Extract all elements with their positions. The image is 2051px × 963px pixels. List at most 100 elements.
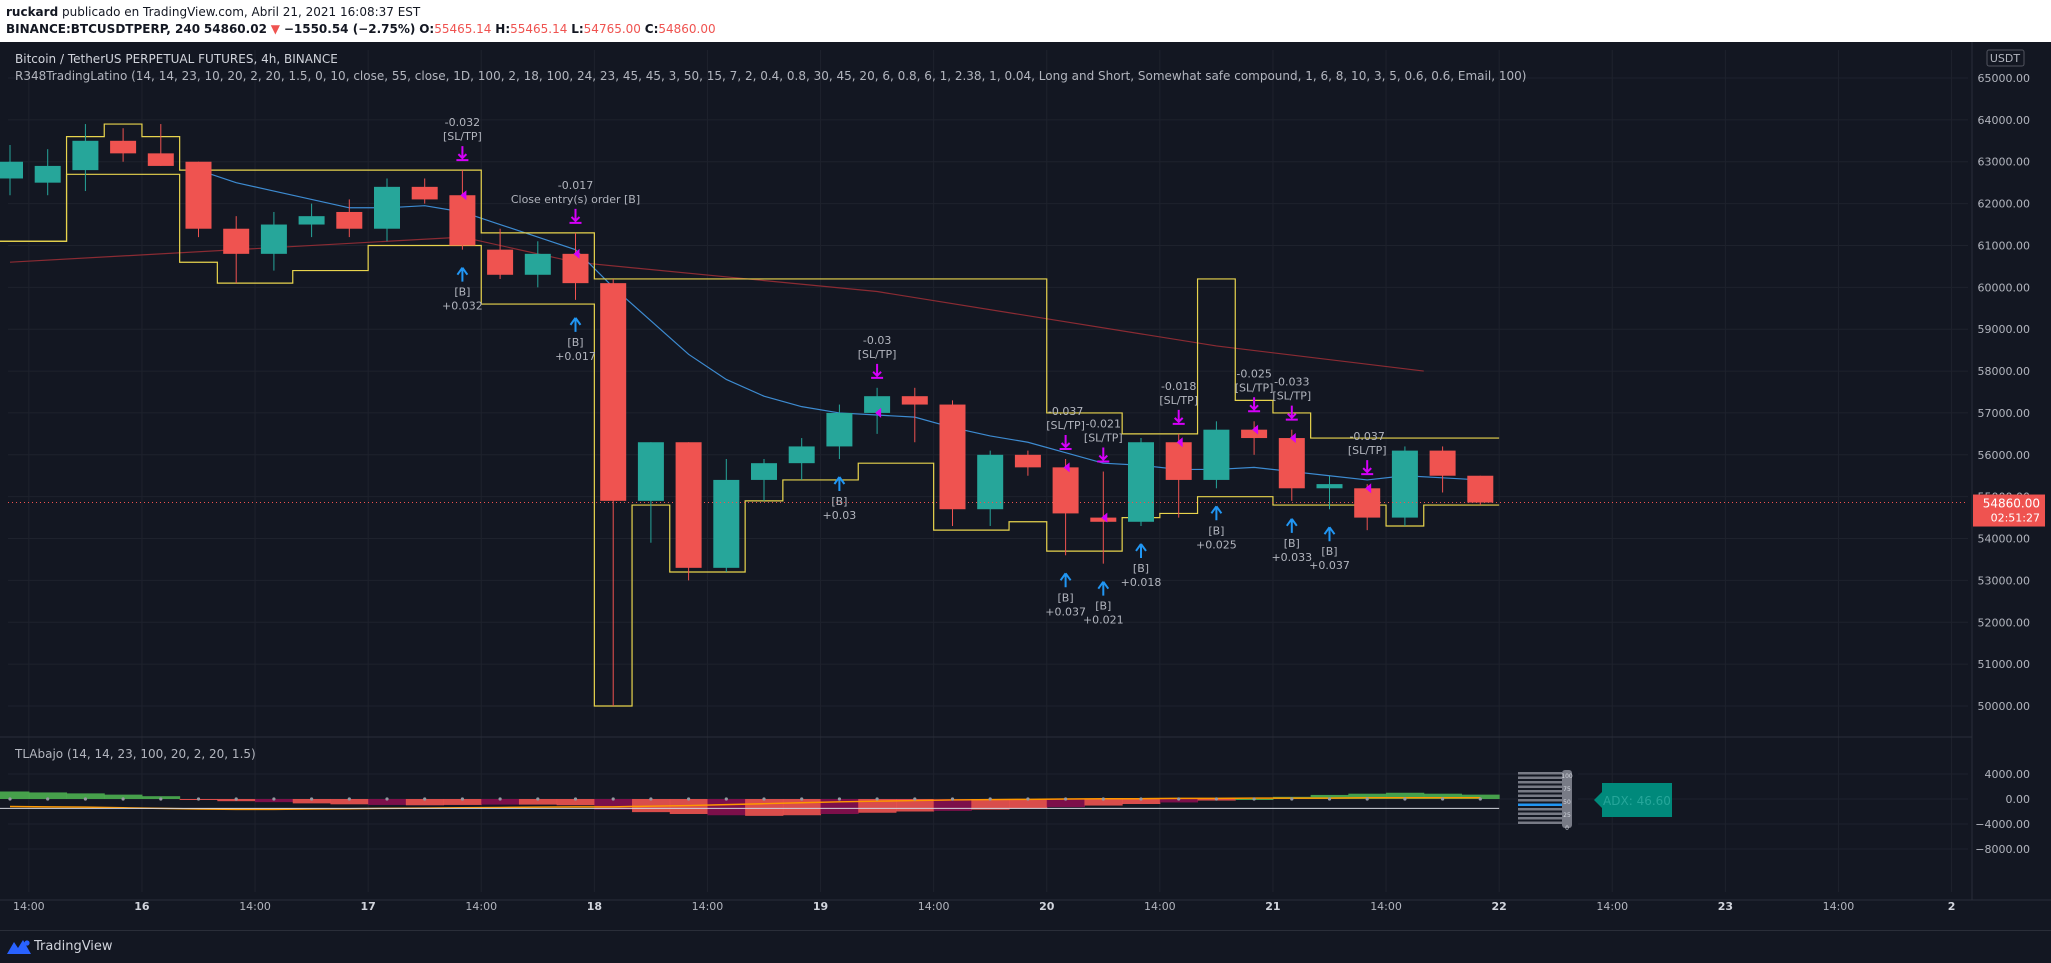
candle [336,199,363,238]
entry-arrow-icon [1210,505,1223,521]
exit-signal: -0.021[SL/TP] [1084,418,1123,523]
candle-body [675,442,702,568]
entry-size-label: +0.032 [442,300,483,313]
exit-label: [SL/TP] [1084,432,1123,445]
exit-label: [SL/TP] [443,130,482,143]
entry-size-label: +0.03 [823,509,857,522]
candle [562,232,589,300]
candle-body [1467,475,1494,503]
gauge-tick-label: 25 [1563,812,1571,819]
candle-body [0,161,23,179]
candle-body [449,195,476,246]
candles [0,124,1968,706]
zero-cross-marker [1214,797,1218,801]
channel-lower-line [0,173,1500,707]
symbol-title[interactable]: Bitcoin / TetherUS PERPETUAL FUTURES, 4h… [15,52,338,66]
entry-arrow-icon [833,476,846,491]
zero-cross-marker [8,797,12,801]
zero-cross-marker [988,797,992,801]
time-tick-label: 14:00 [1144,900,1176,913]
histogram-bar [1009,799,1048,809]
candle-body [600,283,627,501]
candle-body [524,253,551,275]
entry-label: [B] [454,286,470,299]
histogram-bar [518,799,558,805]
zero-cross-marker [1139,797,1143,801]
candle [675,442,702,581]
entry-signal: [B]+0.017 [555,317,596,363]
gauge-bar [1518,817,1562,820]
slow-ema [9,236,1424,372]
author-name[interactable]: ruckard [6,5,59,19]
publication-header: ruckard publicado en TradingView.com, Ab… [0,0,2051,42]
candle-body [487,249,514,275]
exit-signal: -0.025[SL/TP] [1235,367,1273,435]
entry-label: [B] [1208,524,1224,537]
histogram-bar [669,799,708,814]
candle [1354,484,1381,531]
entry-arrow-icon [569,317,582,332]
exit-size-label: -0.033 [1274,376,1309,389]
sub-study-legend[interactable]: TLAbajo (14, 14, 23, 100, 20, 2, 20, 1.5… [15,747,256,761]
zero-cross-marker [837,797,842,801]
candle-body [185,161,212,229]
main-study-legend[interactable]: R348TradingLatino (14, 14, 23, 10, 20, 2… [15,69,1527,83]
price-tick-label: 54000.00 [1978,533,2031,546]
histogram-bar [330,799,369,805]
close-value: 54860.00 [658,22,716,36]
zero-cross-marker [347,797,351,801]
histogram-bar [1159,799,1199,803]
price-tick-label: 61000.00 [1978,239,2031,252]
tradingview-brand[interactable]: TradingView [34,939,113,954]
candle-body [34,165,61,183]
open-value: 55465.14 [434,22,492,36]
zero-cross-marker [611,797,615,801]
candle [1316,475,1343,510]
candle-body [826,412,853,447]
candle [223,216,250,284]
exit-marker-icon [1176,437,1183,448]
candle [1391,446,1418,526]
entry-arrow-icon [1097,581,1110,596]
candle-body [223,228,250,254]
histogram-bar [707,799,746,816]
candle [1278,429,1305,501]
entry-arrow-icon [456,267,469,282]
candle [374,178,400,242]
zero-cross-marker [875,797,879,801]
candle [713,458,740,573]
candle-body [298,216,325,225]
currency-badge: USDT [1986,49,2025,67]
candle-body [1278,438,1305,489]
histogram-bar [1310,794,1349,799]
exit-label: Close entry(s) order [B] [511,193,640,206]
candle [939,400,966,526]
sub-tick-label: 4000.00 [1985,768,2031,781]
entry-arrow-icon [1323,526,1336,542]
time-tick-label: 20 [1039,900,1055,913]
histogram-bar [66,793,105,799]
exit-arrow-icon [871,363,884,379]
histogram-bar [292,799,331,804]
zero-cross-marker [1026,797,1030,801]
candle-body [864,396,891,413]
candle-body [1090,517,1117,522]
tradingview-logo-icon[interactable] [6,937,32,957]
candle-body [336,211,363,229]
histogram-bar [1046,799,1085,808]
gauge-bar [1518,776,1562,779]
candle-body [411,186,438,200]
candle-body [713,479,740,568]
entry-arrow-icon [1135,543,1147,558]
exit-size-label: -0.037 [1349,430,1384,443]
exit-marker-icon [1101,512,1108,523]
price-tick-label: 56000.00 [1978,449,2031,462]
exit-label: [SL/TP] [1348,444,1387,457]
exit-arrow-icon [1097,447,1110,463]
zero-cross-marker [1177,797,1181,801]
candle-body [110,140,137,154]
histogram-bar [1423,793,1462,799]
entry-size-label: +0.018 [1121,576,1162,589]
exit-size-label: -0.037 [1048,405,1083,418]
